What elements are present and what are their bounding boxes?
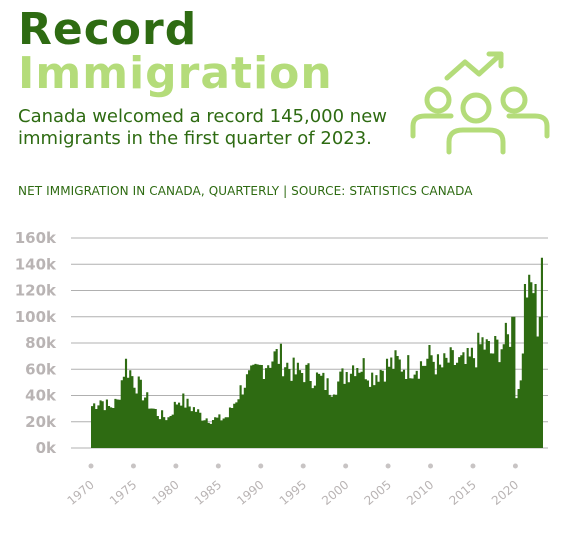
x-tick-label: 2020 [489, 478, 521, 508]
area-chart: 0k 20k 40k 60k 80k 100k 120k 140k 160k 1970 1975 1… [15, 229, 548, 508]
series-area [91, 257, 543, 448]
y-tick-label: 0k [36, 439, 57, 457]
x-tick-label: 1990 [234, 478, 266, 508]
x-tick-mark [470, 463, 476, 469]
x-tick-label: 1985 [192, 478, 224, 508]
title-line-record: Record [18, 4, 198, 55]
title-line-immigration: Immigration [18, 48, 333, 99]
x-tick-mark [88, 463, 94, 469]
x-tick-label: 1975 [107, 478, 139, 508]
x-tick-mark [215, 463, 221, 469]
y-tick-label: 120k [15, 282, 57, 300]
x-tick-mark [130, 463, 136, 469]
x-tick-label: 1970 [65, 478, 97, 508]
y-tick-label: 160k [15, 229, 57, 247]
x-tick-mark [512, 463, 518, 469]
x-tick-label: 1995 [277, 478, 309, 508]
x-tick-label: 2015 [447, 478, 479, 508]
y-tick-label: 80k [25, 334, 57, 352]
x-tick-mark [343, 463, 349, 469]
x-tick-mark [300, 463, 306, 469]
x-tick-mark [258, 463, 264, 469]
x-tick-label: 1980 [149, 478, 181, 508]
source-line: NET IMMIGRATION IN CANADA, QUARTERLY | S… [18, 184, 473, 198]
x-tick-label: 2000 [319, 478, 351, 508]
y-tick-label: 60k [25, 360, 57, 378]
x-tick-label: 2005 [362, 478, 394, 508]
x-tick-label: 2010 [404, 478, 436, 508]
y-tick-label: 100k [15, 308, 57, 326]
y-tick-label: 140k [15, 255, 57, 273]
subtitle: Canada welcomed a record 145,000 new imm… [18, 106, 388, 149]
x-tick-mark [385, 463, 391, 469]
people-growth-icon [405, 50, 555, 158]
y-tick-label: 20k [25, 413, 57, 431]
x-tick-mark [173, 463, 179, 469]
x-tick-mark [428, 463, 434, 469]
y-tick-label: 40k [25, 387, 57, 405]
